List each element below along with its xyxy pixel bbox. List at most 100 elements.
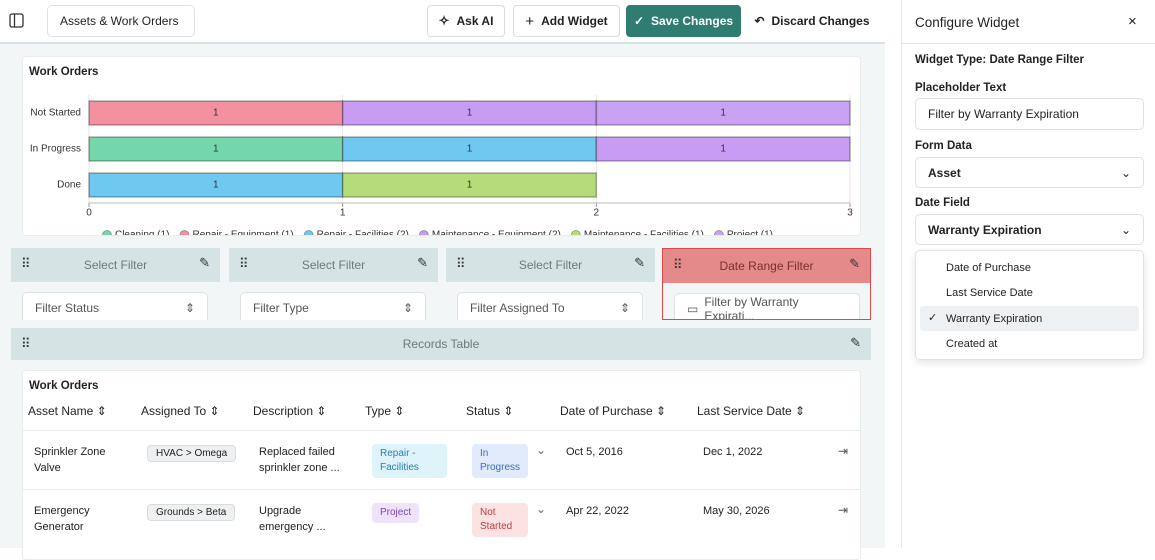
dropdown-option[interactable]: Warranty Expiration ✓ [920, 306, 1139, 331]
open-row[interactable]: ⇥ [838, 503, 849, 517]
column-header[interactable]: Type ⇕ [365, 404, 405, 418]
type-badge: Project [372, 503, 420, 523]
filter-header: Date Range Filter ⠿ ✎ [663, 249, 870, 283]
date-service: May 30, 2026 [703, 505, 770, 517]
drag-handle: ⠿ [456, 256, 466, 271]
filter-select[interactable]: Filter Assigned To ⇕ [457, 292, 643, 320]
data-label: 1 [720, 108, 726, 119]
button-label: Add Widget [541, 14, 608, 28]
column-header[interactable]: Asset Name ⇕ [28, 404, 107, 418]
chart: 0 1 2 3 Not Started 1 1 1 In Progress 1 1 1 Done 1 1 Cl… [30, 95, 853, 236]
dashboard-name[interactable]: Assets & Work Orders [47, 5, 195, 37]
column-header[interactable]: Assigned To ⇕ [141, 404, 220, 418]
data-label: 1 [467, 108, 473, 119]
field-label: Placeholder Text [915, 82, 1007, 94]
filter-select[interactable]: Filter Type ⇕ [240, 292, 426, 320]
widget-type-label: Widget Type: [915, 54, 987, 66]
status-badge[interactable]: Not Started [472, 503, 528, 537]
legend: Cleaning (1) Repair - Equipment (1) Repair… [101, 230, 773, 236]
table-title: Work Orders [29, 380, 99, 392]
field-label: Form Data [915, 140, 972, 152]
filter-select[interactable]: ▭ Filter by Warranty Expirati... [674, 293, 860, 320]
ask-ai-button[interactable]: ✧ Ask AI [427, 5, 505, 37]
filter-title: Select Filter [83, 258, 148, 272]
column-header[interactable]: Date of Purchase ⇕ [560, 404, 667, 418]
filter-title: Select Filter [518, 258, 583, 272]
bar-segment [595, 136, 851, 162]
column-header[interactable]: Status ⇕ [466, 404, 514, 418]
data-label: 1 [467, 144, 473, 155]
dropdown-option[interactable]: Last Service Date [920, 281, 1139, 306]
legend-marker [179, 230, 190, 235]
y-tick-label: In Progress [30, 144, 81, 155]
date-service: Dec 1, 2022 [703, 446, 763, 458]
filter-widget: Select Filter ⠿ ✎ Filter Status ⇕ [11, 248, 220, 320]
status-toggle[interactable]: ⌄ [536, 443, 547, 457]
placeholder-input[interactable]: Filter by Warranty Expiration [915, 98, 1144, 130]
status-badge[interactable]: In Progress [472, 444, 528, 478]
form-data-select[interactable]: Asset ⌄ [915, 157, 1144, 188]
column-header[interactable]: Last Service Date ⇕ [697, 404, 806, 418]
discard-button[interactable]: ↶ Discard Changes [752, 5, 872, 37]
edit-button[interactable]: ✎ [199, 255, 210, 270]
data-label: 1 [213, 108, 219, 119]
edit-button[interactable]: ✎ [634, 255, 645, 270]
row-divider [22, 430, 861, 431]
widget-type: Date Range Filter [989, 54, 1085, 66]
save-button[interactable]: ✓ Save Changes [626, 5, 741, 37]
option-label: Last Service Date [946, 287, 1033, 299]
column-header[interactable]: Description ⇕ [253, 404, 327, 418]
type-badge: Repair - Facilities [372, 444, 447, 478]
filter-placeholder: Filter Type [253, 301, 309, 315]
x-tick-label: 3 [847, 208, 853, 219]
sidebar-toggle[interactable] [9, 13, 24, 28]
y-tick-label: Not Started [30, 108, 81, 119]
dropdown-option[interactable]: Created at [920, 332, 1139, 357]
data-label: 1 [467, 180, 473, 191]
legend-label: Maintenance - Facilities (1) [584, 230, 704, 236]
bar-segment [595, 100, 851, 126]
legend-label: Cleaning (1) [115, 230, 169, 236]
open-row[interactable]: ⇥ [838, 444, 849, 458]
chart-widget: Work Orders 0 1 2 3 Not Started 1 1 1 In Progres… [22, 56, 861, 236]
date-field-select[interactable]: Warranty Expiration ⌄ [915, 214, 1144, 245]
bar-segment [341, 172, 598, 198]
assigned-badge: HVAC > Omega [147, 445, 237, 462]
data-label: 1 [720, 144, 726, 155]
divider [901, 43, 1155, 44]
date-purchase: Oct 5, 2016 [566, 446, 623, 458]
legend-marker [418, 230, 429, 235]
close-button[interactable]: × [1128, 13, 1137, 30]
assigned-badge: Grounds > Beta [147, 504, 236, 521]
filter-header: Select Filter ⠿ ✎ [229, 248, 438, 282]
panel-title: Configure Widget [915, 15, 1020, 30]
asset-name: Sprinkler Zone Valve [34, 446, 106, 474]
filter-widget: Date Range Filter ⠿ ✎ ▭ Filter by Warranty E… [662, 248, 871, 320]
row-divider [22, 489, 861, 490]
legend-marker [713, 230, 724, 235]
legend-marker [101, 230, 112, 235]
filter-placeholder: Filter Assigned To [470, 301, 565, 315]
legend-label: Repair - Equipment (1) [192, 230, 293, 236]
edit-button[interactable]: ✎ [417, 255, 428, 270]
dropdown-option[interactable]: Date of Purchase [920, 255, 1139, 280]
bar-segment [341, 100, 598, 126]
option-label: Date of Purchase [946, 261, 1031, 274]
add-widget-button[interactable]: + Add Widget [513, 5, 620, 37]
legend-marker [570, 230, 581, 235]
legend-label: Project (1) [727, 230, 773, 236]
x-tick-label: 2 [594, 208, 600, 219]
edit-button[interactable]: ✎ [849, 256, 860, 271]
filter-widget: Select Filter ⠿ ✎ Filter Assigned To ⇕ [446, 248, 655, 320]
bar-segment [88, 136, 344, 162]
filter-header: Select Filter ⠿ ✎ [446, 248, 655, 282]
legend-marker [303, 230, 314, 235]
filter-header: Select Filter ⠿ ✎ [11, 248, 220, 282]
drag-handle: ⠿ [673, 257, 683, 272]
y-tick-label: Done [57, 180, 81, 191]
x-tick-label: 1 [340, 208, 346, 219]
filter-placeholder: Filter by Warranty Expirati... [704, 295, 799, 320]
filter-select[interactable]: Filter Status ⇕ [22, 292, 208, 320]
status-toggle[interactable]: ⌄ [536, 502, 547, 516]
option-label: Warranty Expiration [946, 312, 1043, 325]
